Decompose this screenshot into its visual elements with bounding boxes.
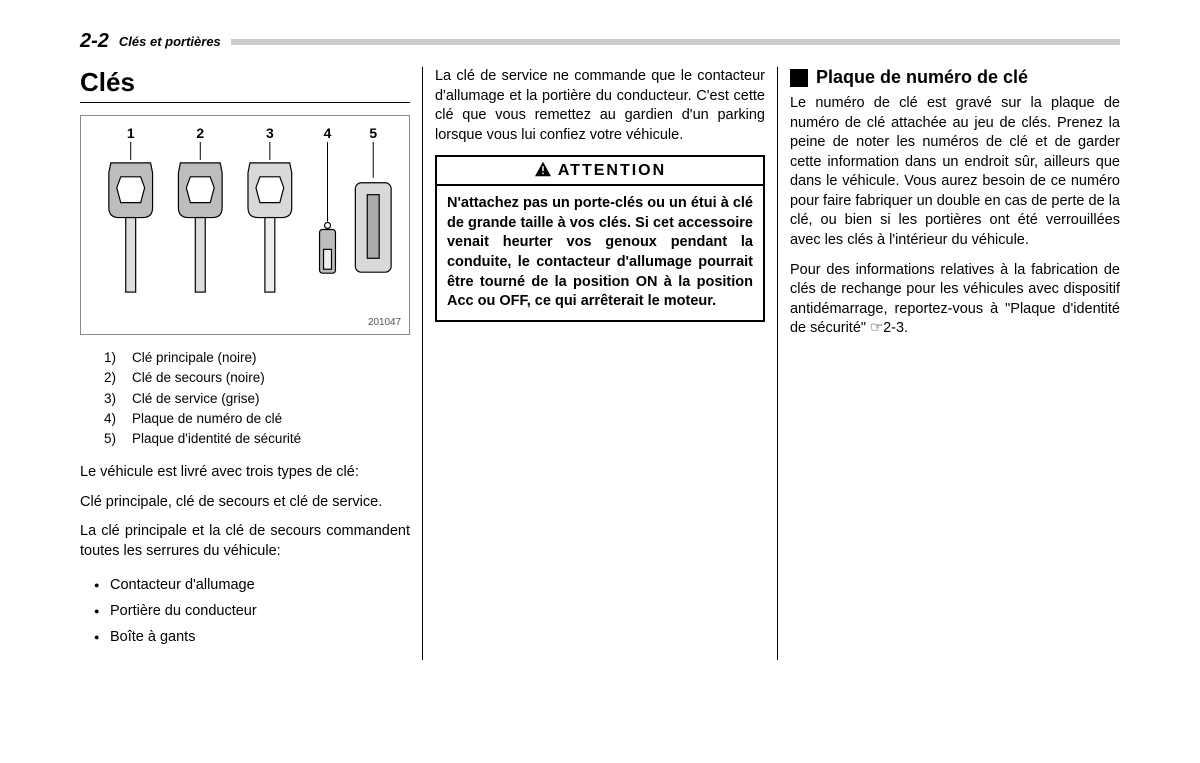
body-text: La clé de service ne commande que le con… [435,67,765,145]
column-divider [422,67,423,660]
list-item: Contacteur d'allumage [94,572,410,598]
body-text: Pour des informations relatives à la fab… [790,261,1120,339]
page-number: 2-2 [80,30,109,53]
svg-text:5: 5 [369,125,377,141]
keys-illustration: 1 2 3 4 5 [80,115,410,335]
figure-legend: 1)Clé principale (noire) 2)Clé de secour… [104,348,410,449]
legend-num: 5) [104,429,132,449]
heading-square-icon [790,69,808,87]
manual-page: 2-2 Clés et portières Clés 1 2 3 4 5 [0,0,1200,690]
header-rule [231,39,1120,45]
chapter-title: Clés et portières [119,34,221,49]
body-text: Le véhicule est livré avec trois types d… [80,463,410,483]
heading-underline [80,102,410,103]
svg-text:201047: 201047 [368,317,402,328]
legend-num: 3) [104,389,132,409]
subsection-heading-row: Plaque de numéro de clé [790,67,1120,88]
svg-text:1: 1 [127,125,135,141]
attention-body: N'attachez pas un porte-clés ou un étui … [437,186,763,319]
legend-text: Plaque d'identité de sécurité [132,429,301,449]
list-item: Portière du conducteur [94,598,410,624]
legend-text: Clé de service (grise) [132,389,260,409]
legend-num: 4) [104,409,132,429]
column-1: Clés 1 2 3 4 5 [80,67,410,660]
section-heading-keys: Clés [80,67,410,98]
key-functions-list: Contacteur d'allumage Portière du conduc… [94,572,410,650]
column-2: La clé de service ne commande que le con… [435,67,765,660]
warning-triangle-icon [534,161,552,177]
svg-text:3: 3 [266,125,274,141]
subsection-heading: Plaque de numéro de clé [816,67,1028,88]
legend-num: 2) [104,368,132,388]
content-columns: Clés 1 2 3 4 5 [80,67,1120,660]
page-header: 2-2 Clés et portières [80,30,1120,53]
legend-num: 1) [104,348,132,368]
svg-text:4: 4 [324,125,332,141]
body-text: Clé principale, clé de secours et clé de… [80,493,410,513]
legend-text: Clé principale (noire) [132,348,257,368]
body-text: Le numéro de clé est gravé sur la plaque… [790,94,1120,251]
body-text: La clé principale et la clé de secours c… [80,522,410,561]
column-3: Plaque de numéro de clé Le numéro de clé… [790,67,1120,660]
attention-header: ATTENTION [437,157,763,186]
column-divider [777,67,778,660]
legend-text: Plaque de numéro de clé [132,409,282,429]
svg-text:2: 2 [196,125,204,141]
list-item: Boîte à gants [94,624,410,650]
legend-text: Clé de secours (noire) [132,368,265,388]
attention-title: ATTENTION [558,162,666,179]
attention-box: ATTENTION N'attachez pas un porte-clés o… [435,155,765,321]
